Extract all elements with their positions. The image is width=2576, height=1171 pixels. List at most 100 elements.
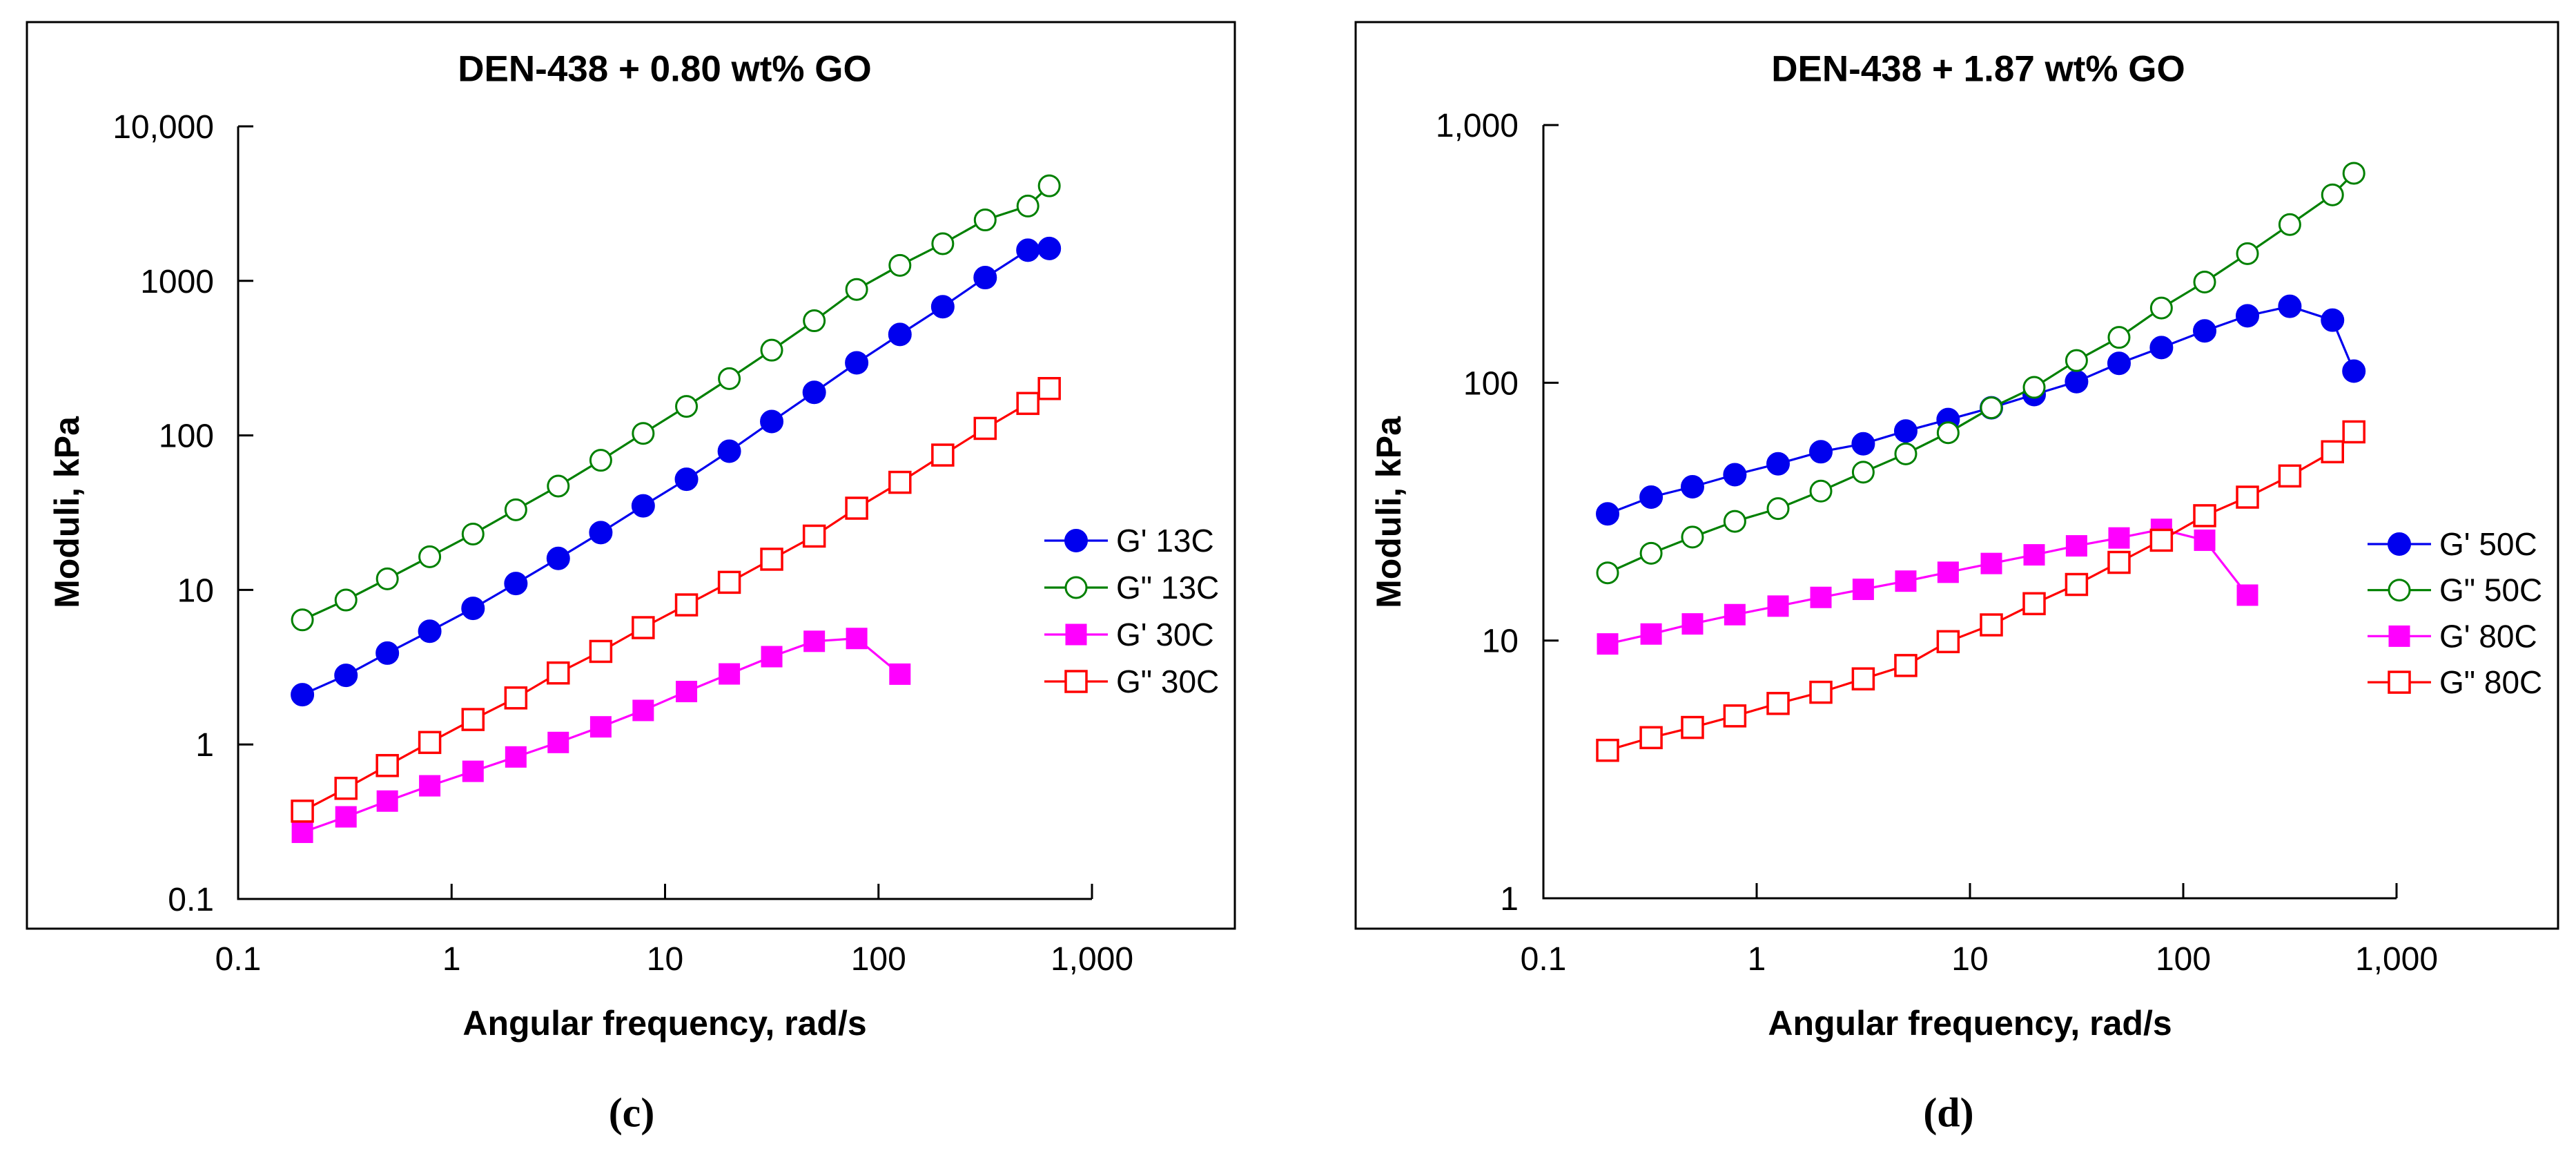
data-point-marker (1681, 715, 1704, 739)
data-point-marker (1852, 579, 1874, 601)
data-point-marker (1037, 174, 1061, 197)
data-point-marker (2236, 242, 2259, 265)
data-point-marker (2194, 529, 2216, 551)
panel-c-legend-item: G" 13C (1044, 570, 1219, 606)
data-point-marker (547, 661, 570, 685)
data-point-marker (1016, 238, 1040, 262)
data-point-marker (802, 524, 826, 548)
data-point-marker (2321, 440, 2344, 464)
data-point-marker (2149, 296, 2173, 320)
data-point-marker (1980, 396, 2003, 420)
panel-c-y-tick-label: 100 (159, 418, 214, 455)
legend-label: G" 30C (1116, 664, 1219, 699)
data-point-marker (631, 494, 655, 518)
data-point-marker (803, 309, 826, 333)
data-point-marker (504, 686, 528, 710)
data-point-marker (674, 467, 699, 492)
data-point-marker (1596, 738, 1619, 762)
data-point-marker (2065, 369, 2089, 394)
data-point-marker (2107, 550, 2131, 574)
panel-d-y-tick-label: 10 (1482, 623, 1519, 660)
data-point-marker (1809, 440, 1833, 464)
data-point-marker (418, 619, 442, 643)
data-point-marker (334, 777, 358, 800)
data-point-marker (2236, 485, 2259, 509)
data-point-marker (1893, 419, 1918, 443)
data-point-marker (1723, 463, 1747, 487)
legend-marker (1064, 670, 1088, 693)
data-point-marker (504, 572, 528, 596)
panel-c-series-markers-g-13c (291, 174, 1061, 632)
data-point-marker (1639, 541, 1663, 565)
data-point-marker (1809, 680, 1833, 704)
data-point-marker (1640, 623, 1662, 645)
data-point-marker (973, 416, 997, 441)
data-point-marker (760, 338, 783, 362)
panel-c-axes (237, 126, 1092, 900)
data-point-marker (1596, 502, 1620, 526)
data-point-marker (547, 474, 570, 498)
legend-marker (1064, 576, 1088, 599)
panel-c-y-axis-label: Moduli, kPa (48, 416, 86, 608)
panel-d-x-tick-label: 0.1 (1521, 941, 1567, 978)
data-point-marker (1767, 595, 1789, 617)
data-point-marker (1723, 704, 1747, 728)
data-point-marker (589, 521, 613, 545)
data-point-marker (1851, 667, 1875, 690)
panel-c-x-tick-label: 1 (442, 941, 461, 978)
data-point-marker (589, 449, 612, 472)
data-point-marker (2236, 304, 2260, 328)
data-point-marker (761, 646, 783, 668)
panel-d-x-tick-label: 1 (1748, 941, 1766, 978)
data-point-marker (2023, 544, 2045, 566)
panel-d-frame (1354, 21, 2559, 930)
data-point-marker (462, 760, 484, 782)
data-point-marker (461, 522, 485, 545)
data-point-marker (1723, 510, 1746, 533)
panel-d-legend-item: G" 80C (2368, 664, 2542, 700)
data-point-marker (1766, 497, 1790, 521)
data-point-marker (931, 232, 955, 255)
panel-c-group: 0.1 1 10 100 1,000 10,000 1000 100 10 1 0.1 G' 13C G… (26, 21, 1236, 978)
panel-c-y-tick-label: 10 (177, 572, 214, 609)
legend-label: G' 50C (2439, 526, 2537, 562)
panel-d-y-tick-label: 1,000 (1436, 108, 1519, 144)
data-point-marker (1980, 552, 2002, 574)
data-point-marker (546, 546, 570, 570)
data-point-marker (760, 548, 783, 571)
legend-label: G" 13C (1116, 570, 1219, 606)
data-point-marker (931, 443, 955, 467)
panel-c-y-tick-label: 10,000 (113, 109, 214, 146)
data-point-marker (461, 597, 485, 621)
panel-d-x-tick-label: 1,000 (2355, 941, 2438, 978)
data-point-marker (719, 663, 741, 685)
legend-label: G' 30C (1116, 617, 1214, 652)
data-point-marker (1639, 726, 1663, 750)
data-point-marker (418, 545, 442, 568)
data-point-marker (2193, 270, 2216, 293)
data-point-marker (2149, 528, 2174, 552)
data-point-marker (334, 664, 358, 688)
panel-d-legend-item: G" 50C (2368, 572, 2542, 608)
panel-c-y-tick-label: 1000 (140, 264, 214, 300)
data-point-marker (2107, 326, 2131, 349)
panel-c-x-tick-label: 10 (647, 941, 683, 978)
panel-d-legend-item: G' 80C (2368, 618, 2537, 654)
data-point-marker (1016, 194, 1040, 217)
data-point-marker (2065, 535, 2087, 557)
data-point-marker (888, 322, 912, 347)
panel-d-y-tick-label: 1 (1500, 881, 1519, 918)
data-point-marker (1037, 236, 1062, 260)
legend-marker (1065, 623, 1087, 646)
data-point-marker (717, 570, 741, 594)
data-point-marker (1680, 474, 1704, 499)
data-point-marker (505, 746, 527, 768)
panel-d-series-markers-g-80c (1597, 519, 2258, 655)
data-point-marker (2278, 294, 2302, 318)
panel-d-y-axis-label: Moduli, kPa (1369, 416, 1408, 608)
legend-label: G" 80C (2439, 664, 2542, 700)
data-point-marker (1639, 485, 1663, 510)
data-point-marker (291, 608, 314, 632)
data-point-marker (2342, 162, 2365, 185)
